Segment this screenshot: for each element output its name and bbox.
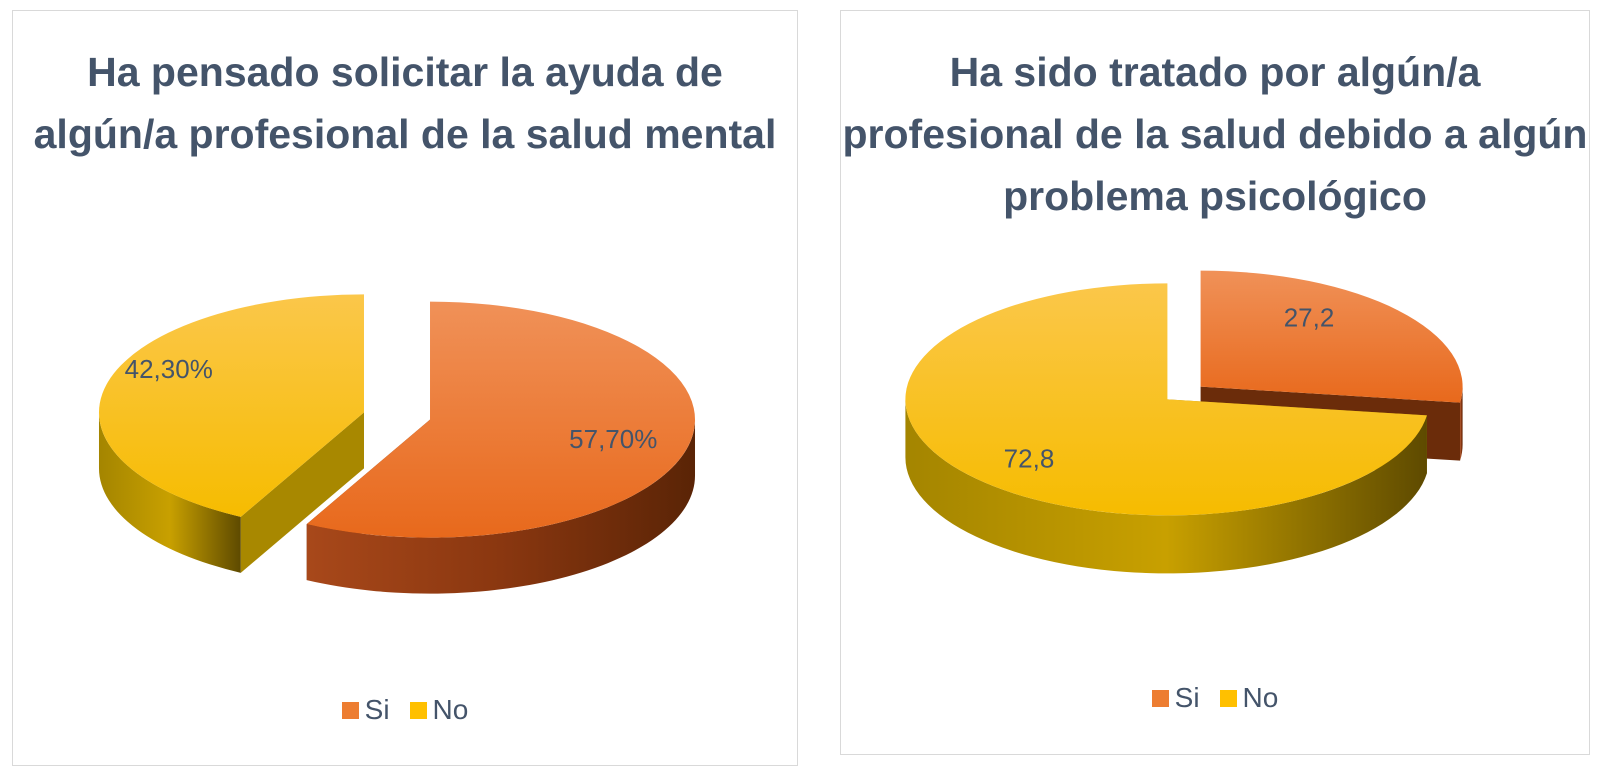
- pie-slice-rim: [1460, 386, 1463, 461]
- legend-swatch-no: [1219, 689, 1237, 707]
- pie-slice-no: [905, 283, 1427, 574]
- data-label-no: 72,8: [1004, 444, 1055, 474]
- pie-chart: 57,70% 42,30%: [98, 294, 696, 594]
- pie-slice-top: [98, 294, 364, 517]
- legend-label-no: No: [1242, 682, 1279, 713]
- data-label-no: 42,30%: [125, 354, 213, 384]
- chart-title: Ha sido tratado por algún/a profesional …: [842, 49, 1588, 219]
- legend-item-no: No: [409, 694, 469, 726]
- pie-slice-top: [306, 301, 696, 538]
- pie-slice-top: [1200, 270, 1463, 403]
- pie-slice-top: [905, 283, 1427, 516]
- legend-item-no: No: [1219, 682, 1279, 714]
- legend-item-si: Si: [341, 694, 390, 726]
- legend-label-no: No: [432, 694, 469, 725]
- pie-slice-rim: [905, 399, 1427, 574]
- legend-label-si: Si: [1174, 682, 1200, 713]
- pie-slice-si: [306, 301, 696, 594]
- pie-slice-wall: [240, 412, 364, 573]
- chart-panel-right: Ha sido tratado por algún/a profesional …: [840, 10, 1590, 755]
- legend-label-si: Si: [364, 694, 390, 725]
- legend-swatch-si: [1151, 689, 1169, 707]
- legend-swatch-no: [409, 701, 427, 719]
- legend: Si No: [13, 694, 797, 726]
- legend-item-si: Si: [1151, 682, 1200, 714]
- pie-slice-no: [98, 294, 364, 573]
- chart-panel-left: Ha pensado solicitar la ayuda de algún/a…: [12, 10, 798, 766]
- chart-title: Ha pensado solicitar la ayuda de algún/a…: [33, 49, 777, 157]
- pie-slice-rim: [306, 419, 696, 594]
- data-label-si: 27,2: [1284, 302, 1335, 332]
- pie-slice-rim: [98, 412, 241, 573]
- legend: Si No: [841, 682, 1589, 714]
- legend-swatch-si: [341, 701, 359, 719]
- data-label-si: 57,70%: [569, 424, 657, 454]
- pie-chart: 27,2 72,8: [905, 270, 1463, 574]
